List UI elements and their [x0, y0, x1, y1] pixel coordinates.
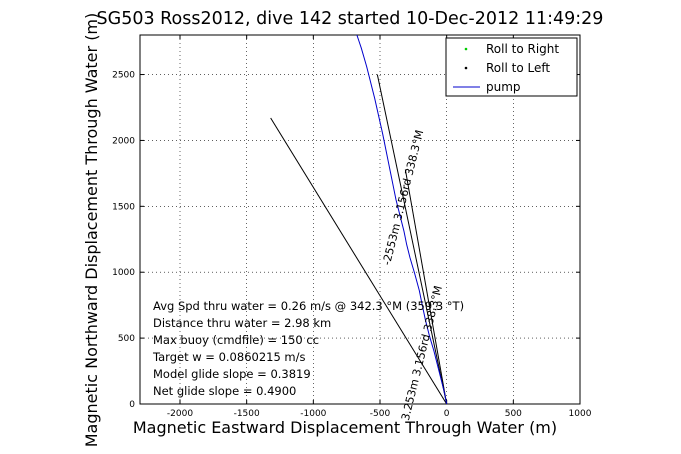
- trajectory-line: [404, 169, 448, 404]
- annotation-line: Max buoy (cmdfile) = 150 cc: [153, 333, 319, 347]
- series-line-pump: [356, 35, 448, 404]
- x-tick-label: -500: [370, 409, 391, 419]
- chart-title: SG503 Ross2012, dive 142 started 10-Dec-…: [97, 9, 604, 29]
- y-axis-label: Magnetic Northward Displacement Through …: [82, 13, 101, 448]
- annotation-line: Model glide slope = 0.3819: [153, 367, 311, 381]
- legend-swatch-point: [464, 66, 468, 70]
- x-tick-label: 500: [505, 409, 522, 419]
- annotation-line: Avg Spd thru water = 0.26 m/s @ 342.3 °M…: [153, 299, 464, 313]
- trajectory-lines: [270, 74, 448, 404]
- series-group: [356, 35, 448, 404]
- grid-lines: [140, 35, 581, 405]
- x-tick-label: -2000: [167, 409, 193, 419]
- x-tick-label: -1500: [234, 409, 260, 419]
- legend-label: Roll to Right: [486, 42, 559, 56]
- annotation-line: Net glide slope = 0.4900: [153, 384, 296, 398]
- y-tick-labels: 0 500 1000 1500 2000 2500: [112, 71, 135, 410]
- x-tick-labels: -2000 -1500 -1000 -500 0 500 1000: [167, 409, 592, 419]
- x-axis-label: Magnetic Eastward Displacement Through W…: [133, 418, 557, 437]
- legend-label: pump: [486, 80, 521, 94]
- annotations: Avg Spd thru water = 0.26 m/s @ 342.3 °M…: [152, 299, 464, 398]
- legend-box: [445, 37, 578, 97]
- x-tick-label: 1000: [569, 409, 592, 419]
- trajectory-line: [376, 74, 448, 404]
- x-tick-label: 0: [444, 409, 450, 419]
- annotation-line: Target w = 0.0860215 m/s: [152, 350, 306, 364]
- trajectory-line: [270, 117, 448, 404]
- y-tick-label: 2500: [112, 71, 135, 81]
- legend-label: Roll to Left: [486, 61, 550, 75]
- y-tick-label: 1500: [112, 202, 135, 212]
- y-tick-label: 2000: [112, 136, 135, 146]
- y-tick-label: 0: [129, 400, 135, 410]
- legend-swatch-point: [464, 47, 468, 51]
- y-tick-label: 500: [118, 334, 135, 344]
- y-tick-label: 1000: [112, 268, 135, 278]
- annotation-line: Distance thru water = 2.98 km: [153, 316, 331, 330]
- x-tick-label: -1000: [300, 409, 326, 419]
- legend: Roll to Right Roll to Left pump: [445, 37, 578, 97]
